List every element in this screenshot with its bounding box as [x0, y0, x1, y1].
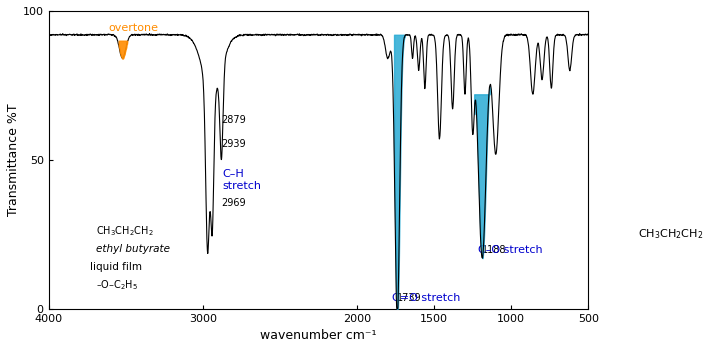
Text: 1739: 1739 — [397, 293, 422, 303]
Text: 2969: 2969 — [221, 199, 246, 208]
Text: –O–C$_2$H$_5$: –O–C$_2$H$_5$ — [97, 278, 139, 292]
Text: liquid film: liquid film — [90, 262, 142, 272]
X-axis label: wavenumber cm⁻¹: wavenumber cm⁻¹ — [260, 329, 377, 342]
Y-axis label: Transmittance %T: Transmittance %T — [7, 104, 20, 216]
Text: 2939: 2939 — [221, 139, 246, 149]
Text: ethyl butyrate: ethyl butyrate — [97, 244, 171, 254]
Text: C–O stretch: C–O stretch — [478, 245, 542, 255]
Text: CH$_3$CH$_2$CH$_2$: CH$_3$CH$_2$CH$_2$ — [638, 227, 703, 241]
Text: 2879: 2879 — [221, 115, 246, 125]
Text: CH$_3$CH$_2$CH$_2$: CH$_3$CH$_2$CH$_2$ — [97, 224, 154, 238]
Text: 1188: 1188 — [481, 245, 506, 255]
Text: C=O stretch: C=O stretch — [392, 293, 461, 303]
Text: overtone: overtone — [109, 23, 159, 33]
Text: C–H
stretch: C–H stretch — [223, 169, 262, 191]
